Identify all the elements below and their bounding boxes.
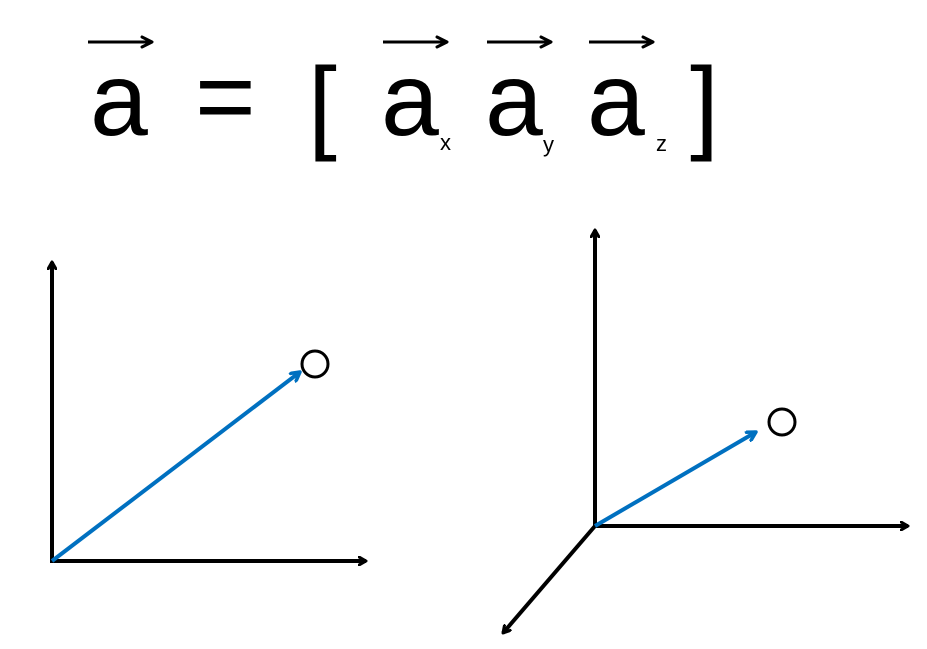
component-y: a y: [485, 35, 554, 158]
component-z-subscript: z: [656, 131, 667, 156]
component-x: a x: [381, 35, 451, 158]
component-z: a z: [587, 35, 667, 158]
diagram-2d: [50, 262, 366, 561]
vector-3d-endpoint: [767, 407, 797, 437]
lhs-letter: a: [90, 42, 148, 158]
close-bracket: ]: [690, 47, 719, 163]
diagram-3d: [501, 230, 908, 633]
component-y-subscript: y: [543, 132, 554, 157]
component-y-letter: a: [485, 42, 543, 158]
open-bracket: [: [308, 47, 337, 163]
axis-3d-depth: [501, 524, 597, 633]
component-x-letter: a: [381, 42, 439, 158]
equals-sign: =: [195, 39, 256, 155]
component-x-subscript: x: [440, 130, 451, 155]
component-z-letter: a: [587, 42, 645, 158]
vector-2d: [50, 372, 300, 563]
vector-equation: a = [ a x a y a z ]: [88, 35, 719, 163]
lhs-vector: a: [88, 35, 154, 158]
vector-2d-endpoint: [300, 349, 330, 379]
vector-3d: [593, 432, 756, 528]
